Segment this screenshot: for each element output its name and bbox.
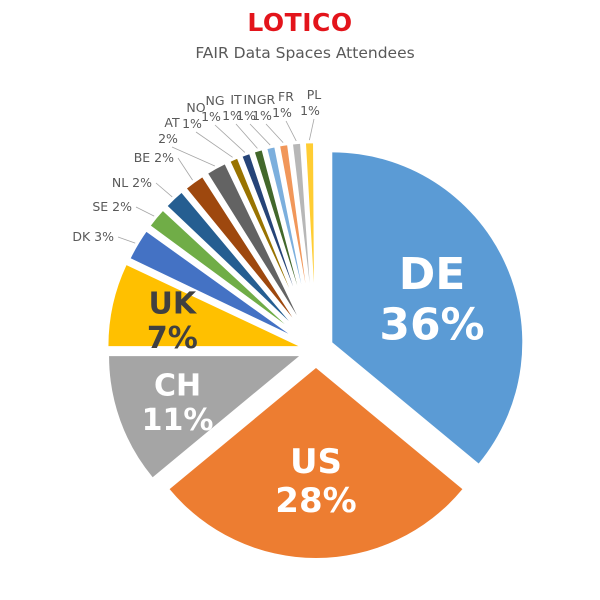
pie-slice-in: [264, 144, 314, 333]
data-label-be: BE 2%: [134, 150, 174, 165]
leader-line-be: [177, 157, 193, 181]
data-label-dk: DK 3%: [72, 229, 114, 244]
data-label-se: SE 2%: [92, 199, 132, 214]
leader-line-gr: [265, 123, 284, 143]
pie-slice-be: [183, 173, 307, 337]
data-label-no: NO 1%: [182, 100, 206, 131]
leader-line-pl: [309, 118, 315, 141]
leader-line-at: [171, 146, 215, 167]
pie-slice-se: [147, 207, 303, 340]
data-label-nl: NL 2%: [112, 175, 152, 190]
data-label-it: IT 1%: [222, 92, 242, 123]
data-label-fr: FR 1%: [272, 89, 294, 120]
data-label-de: DE 36%: [379, 249, 484, 351]
pie-slice-us: [169, 368, 463, 558]
leader-lines: [117, 118, 315, 244]
pie-slice-it: [251, 147, 313, 334]
leader-line-nl: [155, 182, 173, 198]
leader-line-fr: [285, 120, 297, 142]
leader-line-in: [249, 123, 271, 146]
pie-slice-no: [227, 155, 311, 335]
pie-slice-pl: [303, 140, 317, 333]
pie-slice-at: [204, 161, 309, 335]
data-label-gr: GR 1%: [252, 92, 275, 123]
data-label-in: IN 1%: [236, 92, 256, 123]
data-label-us: US 28%: [275, 442, 356, 521]
leader-line-dk: [117, 236, 136, 244]
data-label-at: AT 2%: [158, 115, 180, 146]
pie-slice-dk: [127, 228, 302, 342]
chart-title: FAIR Data Spaces Attendees: [195, 44, 415, 62]
leader-line-no: [195, 131, 233, 158]
pie-slice-gr: [277, 142, 315, 333]
data-label-uk: UK 7%: [147, 286, 198, 356]
brand-logo-text: LOTICO: [247, 8, 353, 37]
leader-line-se: [135, 206, 155, 217]
data-label-pl: PL 1%: [300, 87, 321, 118]
leader-line-it: [235, 123, 258, 149]
data-label-ng: NG 1%: [201, 93, 224, 124]
pie-slice-ng: [239, 151, 312, 334]
pie-slice-uk: [108, 265, 299, 347]
pie-slice-de: [332, 152, 523, 464]
leader-line-ng: [214, 124, 246, 153]
pie-slice-ch: [109, 356, 300, 478]
pie-slice-fr: [290, 141, 316, 333]
data-labels: DE 36% US 28% CH 11% UK 7% DK 3% SE 2% NL 2% BE 2% A…: [72, 87, 484, 521]
pie-slices: [108, 140, 523, 558]
pie-slice-nl: [164, 189, 305, 338]
data-label-ch: CH 11%: [142, 368, 214, 438]
